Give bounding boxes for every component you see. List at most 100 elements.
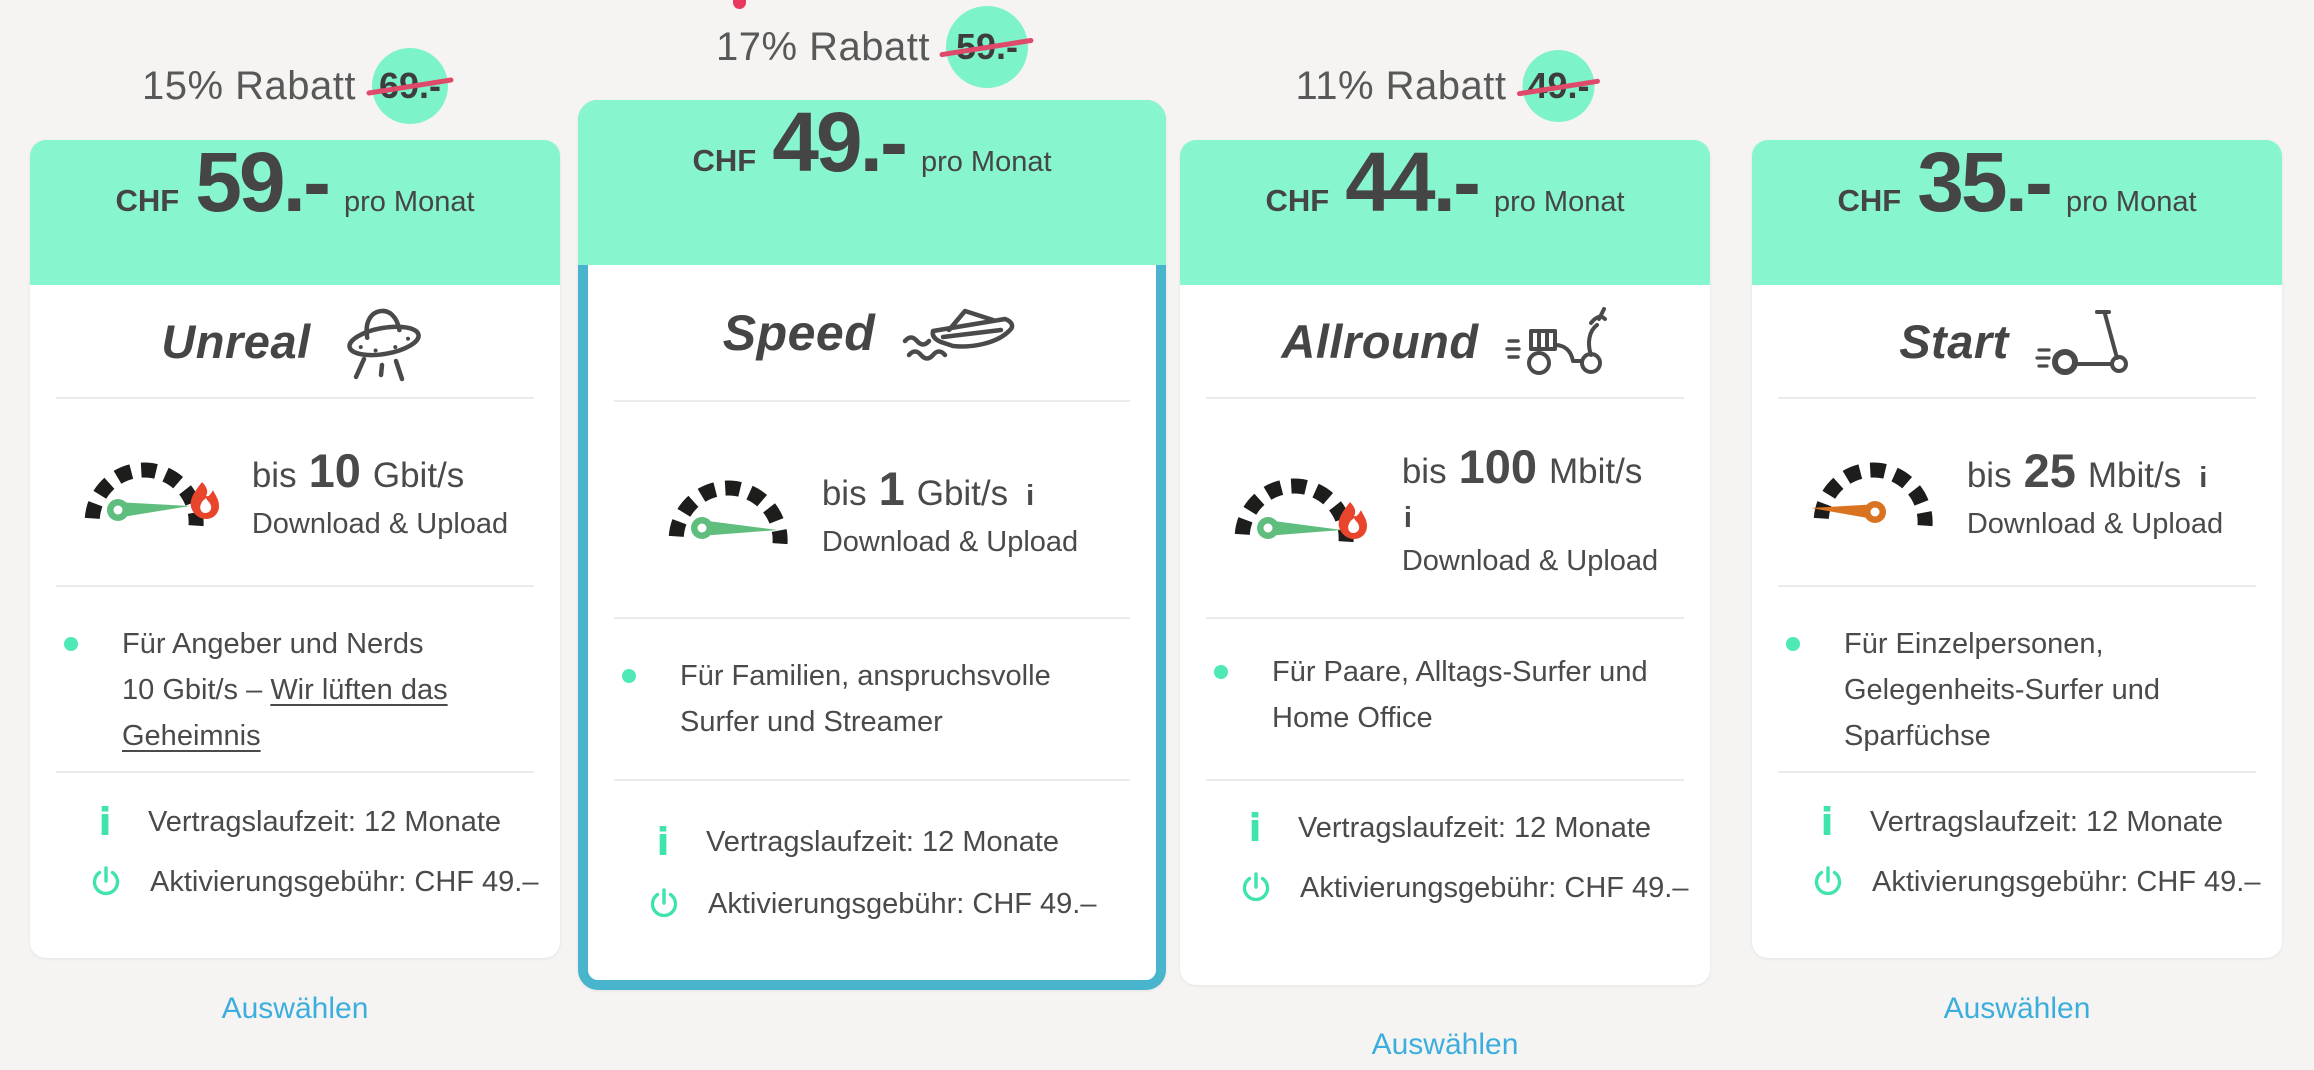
speed-text: bis 100 Mbit/s i Download & Upload (1402, 439, 1658, 578)
contract-row: i Vertragslaufzeit: 12 Monate (1180, 809, 1710, 847)
currency: CHF (692, 143, 757, 178)
feature-text: Für Angeber und Nerds 10 Gbit/s – (122, 628, 424, 706)
feature-list: Für Angeber und Nerds 10 Gbit/s – Wir lü… (30, 587, 560, 771)
divider (1206, 397, 1684, 399)
speed-value: 1 (878, 461, 905, 515)
info-icon: i (1248, 806, 1262, 850)
discount-label: 15% Rabatt (141, 63, 357, 108)
speed-unit: Gbit/s (916, 473, 1009, 513)
price-period: pro Monat (1493, 186, 1625, 218)
speed-prefix: bis (251, 456, 297, 495)
speed-section: bis 25 Mbit/s i Download & Upload (1752, 399, 2282, 585)
contract-text: Vertragslaufzeit: 12 Monate (1298, 811, 1652, 844)
old-price-badge: 49.- (1516, 50, 1601, 122)
activation-text: Aktivierungsgebühr: CHF 49.– (150, 865, 539, 898)
contract-text: Vertragslaufzeit: 12 Monate (1870, 805, 2224, 838)
plan-title-row: Allround (1180, 285, 1710, 397)
plan-card-start[interactable]: CHF 35.- pro Monat Start (1752, 140, 2282, 958)
info-icon: i (98, 800, 112, 844)
price-amount: 49.- (772, 95, 908, 189)
info-icon[interactable]: i (1403, 501, 1412, 534)
plan-title: Start (1899, 314, 2009, 368)
speed-section: bis 10 Gbit/s Download & Upload (30, 399, 560, 585)
currency: CHF (115, 183, 180, 218)
price-period: pro Monat (920, 146, 1052, 178)
activation-row: Aktivierungsgebühr: CHF 49.– (1752, 865, 2282, 899)
feature-list: Für Einzelpersonen, Gelegenheits-Surfer … (1752, 587, 2282, 771)
activation-row: Aktivierungsgebühr: CHF 49.– (30, 865, 560, 899)
plan-card-speed[interactable]: CHF 49.- pro Monat Speed (578, 100, 1166, 990)
divider (1206, 617, 1684, 619)
old-price-badge: 59.- (939, 6, 1035, 88)
select-button-allround[interactable]: Auswählen (1371, 1028, 1519, 1061)
divider (614, 400, 1130, 402)
price-header: CHF 59.- pro Monat (30, 140, 560, 285)
speed-value: 25 (2023, 444, 2076, 497)
speed-value: 10 (308, 444, 361, 497)
kick-scooter-icon (2035, 306, 2135, 376)
price-header: CHF 44.- pro Monat (1180, 140, 1710, 285)
speedometer-low-icon (1810, 446, 1947, 538)
discount-row-unreal: 15% Rabatt 69.- (141, 48, 454, 124)
speed-section: bis 1 Gbit/s i Download & Upload (588, 402, 1156, 617)
discount-row-allround: 11% Rabatt 49.- (1295, 50, 1601, 122)
speed-subtitle: Download & Upload (251, 508, 509, 540)
price-period: pro Monat (343, 186, 475, 218)
plan-title: Allround (1281, 314, 1479, 368)
plan-card-allround[interactable]: CHF 44.- pro Monat Allround (1180, 140, 1710, 985)
contract-text: Vertragslaufzeit: 12 Monate (148, 805, 502, 838)
divider (1778, 771, 2256, 773)
speedometer-flame-icon (82, 446, 232, 538)
speed-subtitle: Download & Upload (821, 525, 1079, 558)
info-icon[interactable]: i (2199, 462, 2208, 494)
price-header: CHF 49.- pro Monat (578, 100, 1166, 265)
currency: CHF (1265, 183, 1330, 218)
select-button-start[interactable]: Auswählen (1943, 992, 2091, 1025)
speed-text: bis 10 Gbit/s Download & Upload (252, 443, 508, 541)
speed-section: bis 100 Mbit/s i Download & Upload (1180, 399, 1710, 617)
feature-item: Für Einzelpersonen, Gelegenheits-Surfer … (1786, 621, 2252, 759)
secret-link[interactable]: Wir lüften das Geheimnis (122, 674, 448, 752)
speed-subtitle: Download & Upload (1966, 508, 2224, 540)
discount-label: 17% Rabatt (715, 24, 931, 69)
moped-icon (1504, 303, 1609, 379)
plan-card-unreal[interactable]: CHF 59.- pro Monat Unreal (30, 140, 560, 958)
feature-list: Für Paare, Alltags-Surfer und Home Offic… (1180, 619, 1710, 779)
speed-prefix: bis (1401, 451, 1447, 491)
plan-title-row: Unreal (30, 285, 560, 397)
contract-row: i Vertragslaufzeit: 12 Monate (30, 803, 560, 841)
info-icon[interactable]: i (1026, 479, 1035, 512)
speed-value: 100 (1458, 439, 1537, 493)
price-amount: 44.- (1345, 135, 1481, 229)
speed-subtitle: Download & Upload (1401, 544, 1659, 577)
activation-text: Aktivierungsgebühr: CHF 49.– (1872, 865, 2261, 898)
activation-text: Aktivierungsgebühr: CHF 49.– (708, 887, 1097, 920)
speed-text: bis 1 Gbit/s i Download & Upload (822, 461, 1078, 559)
speed-text: bis 25 Mbit/s i Download & Upload (1967, 443, 2223, 541)
contract-row: i Vertragslaufzeit: 12 Monate (1752, 803, 2282, 841)
speed-prefix: bis (821, 473, 867, 513)
divider (614, 617, 1130, 619)
decorative-dot (733, 0, 746, 9)
speed-unit: Mbit/s (2087, 456, 2182, 495)
speed-prefix: bis (1966, 456, 2012, 495)
divider (56, 771, 534, 773)
activation-row: Aktivierungsgebühr: CHF 49.– (1180, 871, 1710, 905)
activation-row: Aktivierungsgebühr: CHF 49.– (588, 887, 1156, 921)
power-icon (1812, 865, 1844, 899)
divider (56, 397, 534, 399)
select-button-unreal[interactable]: Auswählen (221, 992, 369, 1025)
speedboat-icon (901, 299, 1021, 367)
feature-item: Für Paare, Alltags-Surfer und Home Offic… (1214, 649, 1680, 741)
price-amount: 35.- (1917, 135, 2053, 229)
discount-label: 11% Rabatt (1295, 63, 1507, 108)
speed-unit: Gbit/s (372, 456, 465, 495)
contract-row: i Vertragslaufzeit: 12 Monate (588, 823, 1156, 861)
activation-text: Aktivierungsgebühr: CHF 49.– (1300, 871, 1689, 904)
feature-item: Für Angeber und Nerds 10 Gbit/s – Wir lü… (64, 621, 530, 759)
info-icon: i (656, 820, 670, 864)
currency: CHF (1837, 183, 1902, 218)
divider (1778, 585, 2256, 587)
divider (614, 779, 1130, 781)
info-icon: i (1820, 800, 1834, 844)
